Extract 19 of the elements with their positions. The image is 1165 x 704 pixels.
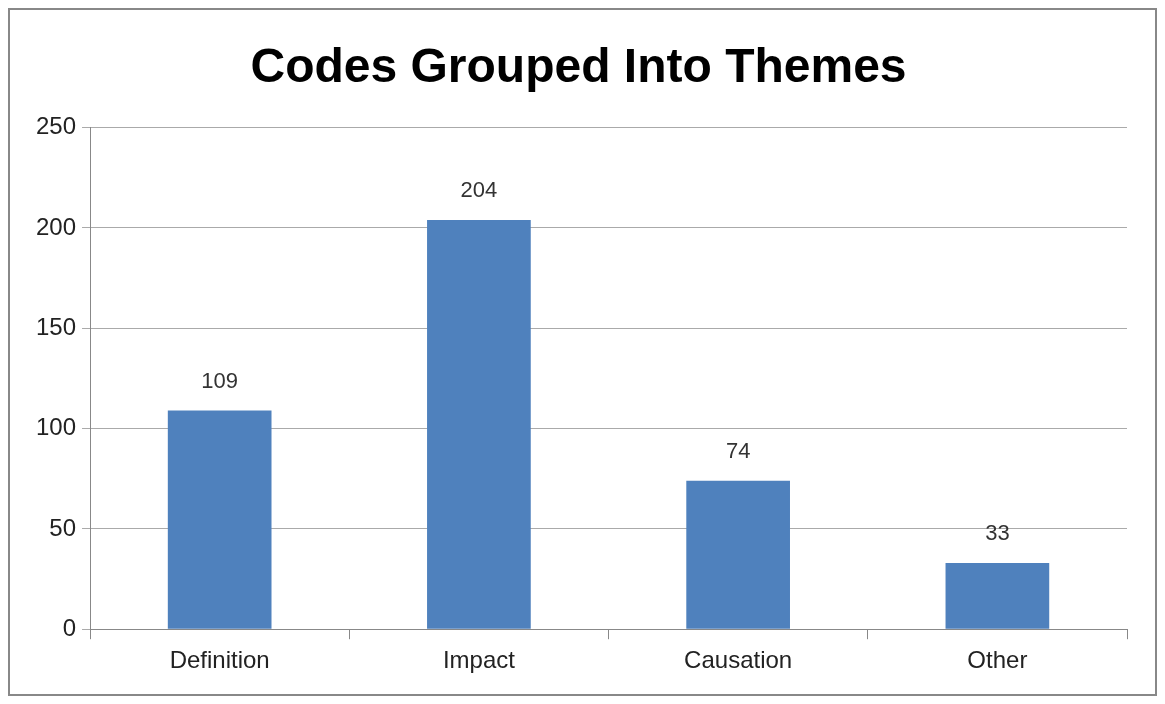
- y-tick-label: 150: [36, 312, 77, 340]
- y-tick-label: 250: [36, 112, 77, 140]
- x-tick-label: Definition: [169, 646, 270, 674]
- x-tick-label: Causation: [684, 646, 793, 674]
- bar: [167, 410, 272, 629]
- x-tick-label: Impact: [442, 646, 516, 674]
- x-tick-label: Other: [967, 646, 1028, 674]
- y-tick-label: 100: [36, 413, 77, 441]
- y-tick-label: 200: [36, 212, 77, 240]
- data-label: 33: [985, 520, 1010, 546]
- chart-title: Codes Grouped Into Themes: [250, 39, 907, 93]
- bar: [427, 219, 531, 629]
- data-label: 109: [201, 367, 239, 393]
- bar: [686, 480, 790, 629]
- data-label: 74: [725, 437, 751, 463]
- y-tick-label: 50: [49, 513, 77, 541]
- bar: [945, 562, 1050, 629]
- data-label: 204: [460, 176, 498, 202]
- y-tick-label: 0: [62, 613, 77, 641]
